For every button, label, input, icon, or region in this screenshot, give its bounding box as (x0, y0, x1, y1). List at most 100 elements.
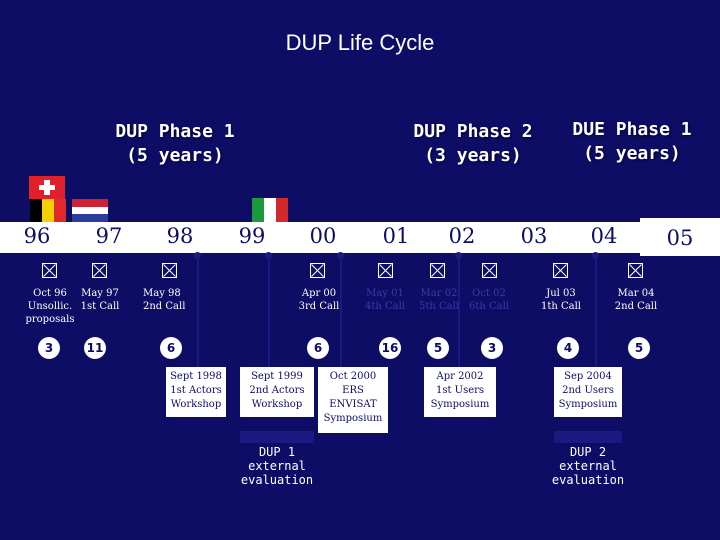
call-label: May 01 4th Call (358, 287, 412, 313)
event-connector (458, 255, 460, 367)
proposal-count-badge: 16 (379, 337, 401, 359)
evaluation-text: evaluation (551, 473, 625, 487)
evaluation-text: external (559, 459, 617, 473)
event-date: Sept 1999 (251, 371, 303, 382)
event-box: Oct 2000 ERS ENVISAT Symposium (318, 367, 388, 433)
event-connector (268, 255, 270, 367)
italy-flag (252, 198, 288, 222)
evaluation-marker (554, 431, 622, 443)
event-title: ERS (342, 385, 364, 396)
event-date: Apr 2002 (436, 371, 484, 382)
call-checkbox-icon (162, 263, 177, 278)
timeline-bar-end (640, 218, 720, 256)
event-pin (194, 252, 201, 259)
call-checkbox-icon (482, 263, 497, 278)
phase-dup2-duration: (3 years) (424, 145, 522, 166)
event-title: Workshop (170, 399, 222, 410)
event-box: Sep 2004 2nd Users Symposium (554, 367, 622, 417)
proposal-count-badge: 5 (628, 337, 650, 359)
year-label: 97 (95, 224, 123, 248)
proposal-count-badge: 5 (427, 337, 449, 359)
phase-dup1-duration: (5 years) (126, 145, 224, 166)
call-date: May 98 (143, 288, 181, 299)
call-description: 1th Call (540, 301, 581, 312)
phase-dup2-name: DUP Phase 2 (413, 121, 533, 142)
call-label: May 98 2nd Call (143, 287, 197, 313)
evaluation-label: DUP 1 external evaluation (232, 445, 322, 487)
evaluation-title: DUP 1 (258, 445, 296, 459)
event-date: Sep 2004 (564, 371, 612, 382)
call-description: 1st Call (80, 301, 120, 312)
call-description: 2nd Call (143, 301, 186, 312)
evaluation-text: external (248, 459, 306, 473)
call-date: Jul 03 (546, 288, 576, 299)
call-date: Oct 02 (472, 288, 506, 299)
event-title: 1st Actors (170, 385, 222, 396)
call-date: May 97 (81, 288, 119, 299)
proposal-count-badge: 4 (557, 337, 579, 359)
year-label: 05 (666, 226, 694, 250)
call-date: May 01 (366, 288, 404, 299)
call-date: Oct 96 (33, 288, 67, 299)
phase-due1-duration: (5 years) (583, 143, 681, 164)
proposal-count-badge: 3 (38, 337, 60, 359)
event-title: Symposium (558, 399, 618, 410)
call-description: 5th Call (418, 301, 459, 312)
phase-dup2: DUP Phase 2 (3 years) (388, 120, 558, 168)
evaluation-text: evaluation (240, 473, 314, 487)
year-label: 96 (23, 224, 51, 248)
event-connector (595, 255, 597, 367)
phase-due1: DUE Phase 1 (5 years) (556, 118, 708, 166)
event-pin (455, 252, 462, 259)
year-label: 04 (590, 224, 618, 248)
proposal-count-badge: 6 (160, 337, 182, 359)
call-label: May 97 1st Call (75, 287, 125, 313)
call-checkbox-icon (310, 263, 325, 278)
event-connector (197, 255, 199, 367)
call-checkbox-icon (378, 263, 393, 278)
call-checkbox-icon (430, 263, 445, 278)
call-description: 4th Call (364, 301, 405, 312)
year-label: 03 (520, 224, 548, 248)
year-label: 01 (382, 224, 410, 248)
call-description: Unsollic. proposals (25, 301, 75, 325)
netherlands-flag (72, 199, 108, 222)
call-label: Oct 96 Unsollic. proposals (20, 287, 80, 326)
call-label: Mar 04 2nd Call (606, 287, 666, 313)
event-title: 2nd Users (562, 385, 614, 396)
call-label: Apr 00 3rd Call (290, 287, 348, 313)
call-description: 2nd Call (614, 301, 658, 312)
call-checkbox-icon (92, 263, 107, 278)
year-label: 00 (309, 224, 337, 248)
call-description: 3rd Call (298, 301, 340, 312)
proposal-count-badge: 11 (84, 337, 106, 359)
phase-dup1: DUP Phase 1 (5 years) (85, 120, 265, 168)
phase-due1-name: DUE Phase 1 (572, 119, 692, 140)
event-title: ENVISAT (329, 399, 377, 410)
event-title: Symposium (323, 413, 383, 424)
belgium-flag (30, 199, 66, 222)
event-box: Apr 2002 1st Users Symposium (424, 367, 496, 417)
call-label: Mar 02 5th Call (412, 287, 466, 313)
call-date: Mar 02 (420, 288, 458, 299)
event-pin (337, 252, 344, 259)
event-title: Workshop (251, 399, 303, 410)
call-date: Apr 00 (301, 288, 337, 299)
evaluation-marker (240, 431, 314, 443)
call-date: Mar 04 (617, 288, 655, 299)
event-date: Sept 1998 (170, 371, 222, 382)
event-connector (340, 255, 342, 367)
call-checkbox-icon (42, 263, 57, 278)
event-box: Sept 1998 1st Actors Workshop (166, 367, 226, 417)
evaluation-label: DUP 2 external evaluation (543, 445, 633, 487)
year-label: 02 (448, 224, 476, 248)
phase-dup1-name: DUP Phase 1 (115, 121, 235, 142)
event-pin (265, 252, 272, 259)
call-checkbox-icon (553, 263, 568, 278)
event-title: 2nd Actors (249, 385, 305, 396)
call-description: 6th Call (468, 301, 509, 312)
proposal-count-badge: 3 (481, 337, 503, 359)
call-checkbox-icon (628, 263, 643, 278)
call-label: Jul 03 1th Call (533, 287, 589, 313)
proposal-count-badge: 6 (307, 337, 329, 359)
